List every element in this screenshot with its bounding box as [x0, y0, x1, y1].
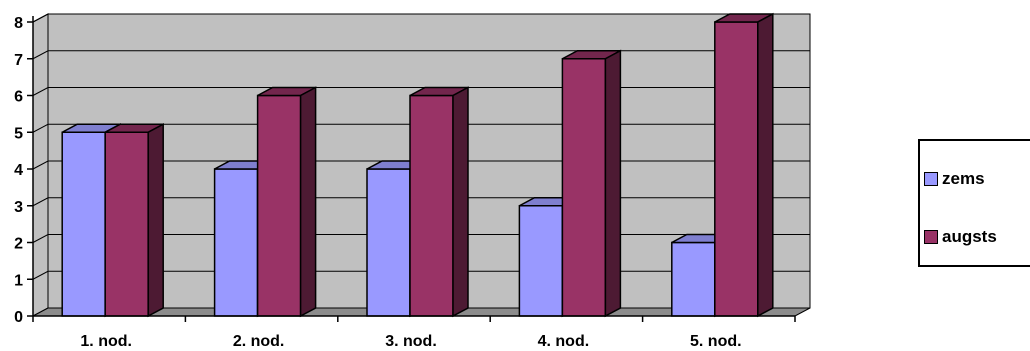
bar-side-augsts-1	[147, 123, 164, 318]
y-tick-label-7: 7	[14, 52, 23, 69]
x-tick-labels: 1. nod. 2. nod. 3. nod. 4. nod. 5. nod.	[80, 333, 741, 350]
bar-front-zems-3	[366, 168, 411, 317]
bar-front-augsts-2	[256, 94, 302, 317]
legend: zems augsts	[918, 139, 1030, 267]
legend-label-zems: zems	[942, 169, 985, 188]
legend-item-zems: zems	[924, 169, 985, 189]
x-tick-label-4: 4. nod.	[538, 333, 590, 350]
y-tick-label-4: 4	[14, 162, 23, 179]
y-tick-label-3: 3	[14, 199, 23, 216]
bar-augsts-5	[714, 12, 774, 318]
bar-front-zems-5	[671, 241, 716, 317]
bar-front-augsts-5	[714, 21, 759, 317]
bar-side-augsts-3	[452, 86, 469, 318]
bar-front-augsts-4	[561, 58, 607, 317]
y-tick-label-1: 1	[14, 272, 23, 289]
x-tick-label-3: 3. nod.	[385, 333, 437, 350]
bar-front-zems-1	[61, 131, 106, 317]
legend-label-augsts: augsts	[942, 227, 997, 246]
bar-front-zems-4	[518, 205, 564, 317]
gridline-4	[32, 160, 810, 170]
gridline-8	[32, 13, 810, 23]
gridline-6	[32, 87, 810, 96]
x-tick-label-1: 1. nod.	[80, 333, 132, 350]
bar-side-augsts-2	[299, 86, 317, 318]
gridline-7	[32, 50, 810, 60]
y-tick-label-0: 0	[14, 309, 23, 326]
bar-side-augsts-5	[757, 12, 774, 318]
y-tick-label-2: 2	[14, 236, 23, 253]
legend-item-augsts: augsts	[924, 227, 997, 247]
bar-front-augsts-3	[409, 94, 454, 317]
bar-augsts-4	[561, 49, 622, 318]
legend-swatch-augsts	[924, 230, 938, 244]
bars	[61, 12, 774, 318]
bar-side-augsts-4	[604, 49, 622, 318]
x-tick-label-5: 5. nod.	[690, 333, 742, 350]
gridline-5	[32, 123, 810, 133]
y-tick-labels: 0 1 2 3 4 5 6 7 8	[14, 15, 23, 326]
bar-front-zems-2	[213, 168, 259, 317]
axes	[27, 16, 796, 322]
bar-front-augsts-1	[104, 131, 149, 317]
legend-swatch-zems	[924, 172, 938, 186]
y-tick-label-5: 5	[14, 125, 23, 142]
bar-augsts-1	[104, 123, 164, 318]
x-tick-label-2: 2. nod.	[233, 333, 285, 350]
bar-augsts-2	[256, 86, 317, 318]
bar-augsts-3	[409, 86, 469, 318]
y-tick-label-6: 6	[14, 89, 23, 106]
y-tick-label-8: 8	[14, 15, 23, 32]
